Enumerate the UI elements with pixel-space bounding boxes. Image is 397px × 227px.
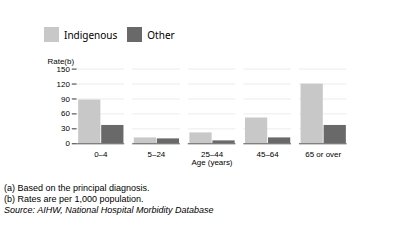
svg-text:120: 120 bbox=[57, 80, 71, 89]
svg-text:0: 0 bbox=[65, 139, 70, 148]
svg-text:60: 60 bbox=[61, 109, 70, 118]
svg-text:65 or over: 65 or over bbox=[305, 150, 341, 159]
html-text:(a) Based on the principal dia: (a) Based on the principal diagnosis. bbox=[4, 183, 150, 194]
svg-text:Age (years): Age (years) bbox=[191, 158, 232, 167]
html-text:Other: Other bbox=[147, 27, 175, 42]
html-text:(b) Rates are per 1,000 popula: (b) Rates are per 1,000 population. bbox=[4, 194, 144, 205]
svg-text:150: 150 bbox=[56, 64, 70, 74]
svg-text:5–24: 5–24 bbox=[148, 150, 166, 159]
svg-text:45–64: 45–64 bbox=[257, 150, 280, 159]
svg-text:25–44: 25–44 bbox=[201, 150, 224, 159]
svg-text:0–4: 0–4 bbox=[94, 150, 108, 159]
svg-text:Rate(b): Rate(b) bbox=[48, 57, 75, 66]
svg-text:30: 30 bbox=[61, 124, 70, 133]
html-text:Source: AIHW, National Hospita: Source: AIHW, National Hospital Morbidit… bbox=[4, 205, 214, 216]
html-text:Indigenous: Indigenous bbox=[64, 27, 118, 42]
svg-text:90: 90 bbox=[61, 95, 70, 104]
